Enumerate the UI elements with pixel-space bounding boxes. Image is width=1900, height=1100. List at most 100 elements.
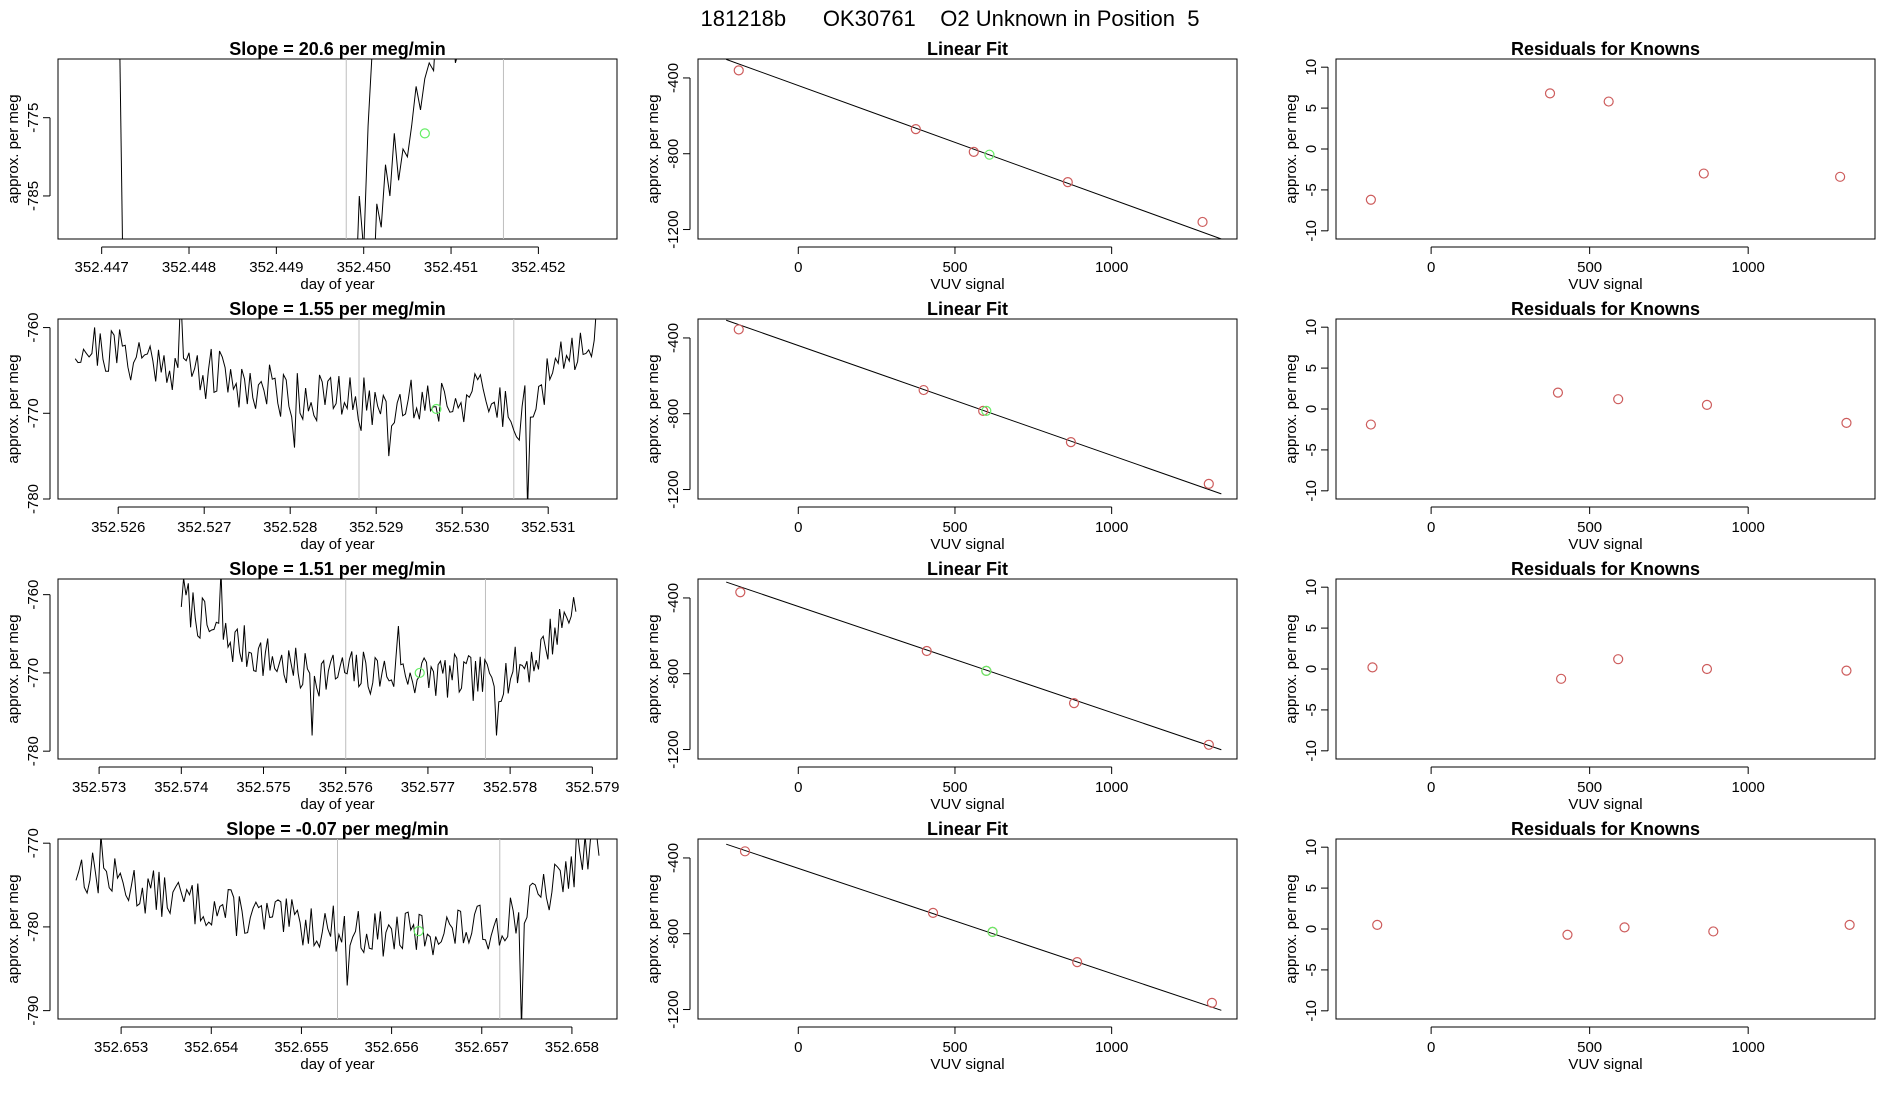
- y-tick-label: -800: [665, 659, 682, 689]
- x-tick-label: 352.452: [511, 259, 565, 276]
- x-tick-label: 1000: [1095, 519, 1128, 536]
- known-point: [1835, 171, 1846, 182]
- panel-title: Linear Fit: [927, 559, 1008, 579]
- x-tick-label: 352.451: [424, 259, 478, 276]
- known-point: [1365, 194, 1376, 205]
- known-point: [1065, 437, 1077, 448]
- plot-content: [1365, 387, 1852, 430]
- plot-frame: [697, 318, 1238, 500]
- x-tick-label: 352.657: [455, 1039, 509, 1056]
- x-axis-label: VUV signal: [1568, 536, 1642, 553]
- y-tick-label: -5: [1303, 183, 1320, 196]
- plot-content: [726, 581, 1222, 751]
- panel-title: Slope = -0.07 per meg/min: [226, 819, 449, 839]
- x-tick-label: 1000: [1731, 519, 1764, 536]
- panel-title: Residuals for Knowns: [1511, 39, 1700, 59]
- y-tick-label: -1200: [665, 990, 682, 1028]
- unknown-sample-point: [413, 925, 424, 937]
- known-point: [1701, 399, 1713, 411]
- y-tick-label: -5: [1303, 963, 1320, 976]
- panel-r3-c1: Slope = 1.51 per meg/min 352.573 352.574 35…: [5, 559, 619, 813]
- known-point: [1698, 168, 1709, 179]
- y-axis-label: approx. per meg: [5, 614, 22, 723]
- y-tick-label: 10: [1303, 839, 1320, 856]
- y-axis-label: approx. per meg: [5, 874, 22, 983]
- x-tick-label: 352.576: [319, 779, 373, 796]
- x-tick-label: 352.447: [75, 259, 129, 276]
- fit-line: [726, 59, 1222, 239]
- unknown-sample-point: [419, 128, 430, 139]
- panel-r4-c3: Residuals for Knowns 0 500 1000 VUV signal -1…: [1283, 819, 1876, 1073]
- x-axis-label: VUV signal: [930, 1056, 1004, 1073]
- x-tick-label: 352.577: [401, 779, 455, 796]
- signal-trace: [74, 319, 597, 499]
- x-tick-label: 1000: [1731, 259, 1764, 276]
- y-tick-label: 0: [1303, 925, 1320, 933]
- plot-content: [180, 579, 577, 759]
- x-tick-label: 352.656: [364, 1039, 418, 1056]
- x-tick-label: 352.654: [184, 1039, 238, 1056]
- x-tick-label: 500: [1577, 1039, 1602, 1056]
- known-point: [1072, 957, 1083, 968]
- known-point: [1206, 997, 1218, 1008]
- plot-content: [1372, 919, 1855, 940]
- unknown-sample-point: [981, 665, 992, 676]
- x-tick-label: 352.531: [521, 519, 575, 536]
- x-tick-label: 352.529: [349, 519, 403, 536]
- x-tick-label: 500: [942, 779, 967, 796]
- y-tick-label: -10: [1303, 740, 1320, 762]
- y-tick-label: 10: [1303, 579, 1320, 596]
- known-point: [1197, 216, 1208, 228]
- known-point: [1068, 698, 1080, 709]
- x-tick-label: 500: [942, 519, 967, 536]
- x-axis-label: VUV signal: [930, 796, 1004, 813]
- panel-r3-c2: Linear Fit 0 500 1000 VUV signal -400 -800 -120…: [645, 559, 1238, 813]
- panel-title: Slope = 1.51 per meg/min: [229, 559, 446, 579]
- fit-line: [726, 843, 1222, 1011]
- y-tick-label: -770: [25, 658, 42, 688]
- plot-content: [726, 843, 1222, 1011]
- x-tick-label: 500: [1577, 779, 1602, 796]
- x-tick-label: 0: [794, 259, 802, 276]
- x-tick-label: 352.578: [483, 779, 537, 796]
- x-tick-label: 1000: [1731, 779, 1764, 796]
- y-tick-label: -400: [665, 323, 682, 353]
- known-point: [910, 124, 921, 135]
- x-tick-label: 352.655: [274, 1039, 328, 1056]
- x-tick-label: 0: [794, 1039, 802, 1056]
- known-point: [1603, 96, 1614, 107]
- y-tick-label: 10: [1303, 59, 1320, 76]
- y-tick-label: -1200: [665, 210, 682, 248]
- y-axis-label: approx. per meg: [645, 94, 662, 203]
- x-axis-label: VUV signal: [1568, 1056, 1642, 1073]
- y-tick-label: -770: [25, 828, 42, 858]
- plot-frame: [57, 318, 618, 500]
- panel-r4-c2: Linear Fit 0 500 1000 VUV signal -400 -800 -120…: [645, 819, 1238, 1073]
- plot-frame: [697, 578, 1238, 760]
- x-tick-label: 0: [794, 779, 802, 796]
- signal-trace: [75, 839, 600, 1019]
- plot-frame: [1335, 578, 1876, 760]
- y-axis-label: approx. per meg: [1283, 614, 1300, 723]
- x-tick-label: 0: [1427, 779, 1435, 796]
- y-tick-label: 5: [1303, 884, 1320, 892]
- unknown-sample-point: [431, 403, 442, 415]
- x-tick-label: 352.653: [94, 1039, 148, 1056]
- y-tick-label: -775: [25, 103, 42, 133]
- y-tick-label: -10: [1303, 1000, 1320, 1022]
- panel-title: Linear Fit: [927, 39, 1008, 59]
- y-tick-label: -400: [665, 63, 682, 93]
- fit-line: [726, 581, 1222, 751]
- plot-frame: [697, 58, 1238, 240]
- x-axis-label: day of year: [300, 796, 374, 813]
- panel-r1-c1: Slope = 20.6 per meg/min 352.447 352.448 35…: [5, 39, 618, 293]
- unknown-sample-point: [981, 405, 992, 416]
- y-axis-label: approx. per meg: [1283, 94, 1300, 203]
- plot-frame: [1335, 318, 1876, 500]
- fit-line: [726, 319, 1222, 495]
- x-tick-label: 352.449: [249, 259, 303, 276]
- y-tick-label: -1200: [665, 730, 682, 768]
- known-point: [1562, 929, 1573, 940]
- plot-frame: [1335, 838, 1876, 1020]
